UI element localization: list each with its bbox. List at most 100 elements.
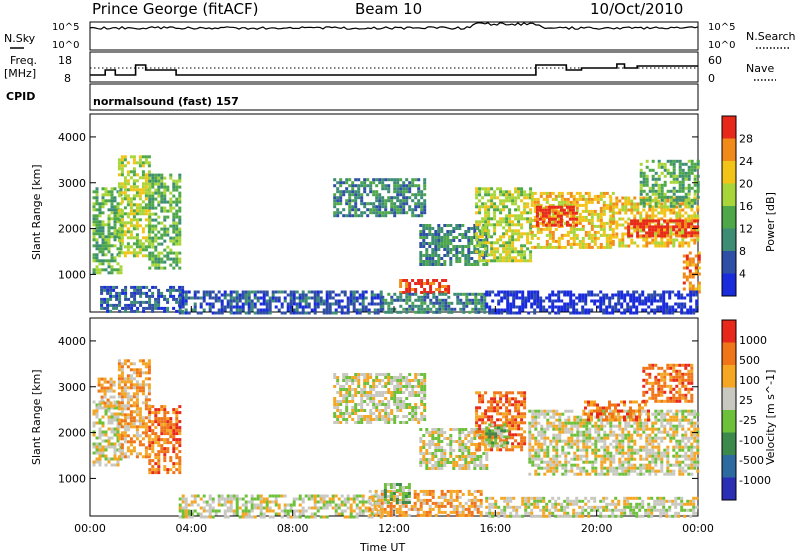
nave-tick-top: 60 (708, 54, 722, 67)
velocity-colorbar-swatch (722, 455, 736, 478)
velocity-y-tick-label: 1000 (58, 472, 86, 485)
power-colorbar-swatch (722, 183, 736, 206)
power-region (475, 187, 533, 263)
power-colorbar-label: Power [dB] (764, 192, 777, 252)
cpid-label: CPID (6, 90, 35, 103)
velocity-colorbar-tick-label: -500 (739, 454, 764, 467)
power-region (148, 173, 182, 270)
noise-tick-bottom-left: 10^0 (52, 40, 79, 51)
velocity-colorbar-swatch (722, 320, 736, 343)
velocity-region (148, 405, 182, 475)
velocity-region (383, 483, 411, 504)
freq-trace (90, 63, 698, 76)
power-region (419, 224, 489, 266)
velocity-region (475, 391, 527, 452)
power-y-tick-label: 2000 (58, 223, 86, 236)
noise-sky-trace (89, 22, 699, 30)
cpid-program: normalsound (fast) 157 (93, 95, 239, 108)
power-ylabel: Slant Range [km] (30, 164, 43, 260)
velocity-region (528, 409, 700, 476)
velocity-colorbar-swatch (722, 410, 736, 433)
power-colorbar-swatch (722, 273, 736, 296)
power-y-tick-label: 1000 (58, 268, 86, 281)
velocity-colorbar-frame (721, 319, 737, 501)
velocity-region (333, 373, 427, 424)
x-axis-label: Time UT (359, 541, 405, 554)
velocity-y-tick-label: 4000 (58, 335, 86, 348)
velocity-y-axis: 4000 3000 2000 1000 (58, 335, 698, 485)
velocity-region (642, 363, 694, 403)
velocity-region (584, 400, 650, 422)
velocity-colorbar-swatch (722, 365, 736, 388)
velocity-region (419, 428, 489, 470)
power-region (627, 219, 700, 238)
x-tick-label: 04:00 (175, 522, 207, 535)
x-tick-label: 00:00 (74, 522, 106, 535)
velocity-colorbar-swatch (722, 387, 736, 410)
power-colorbar-swatch (722, 251, 736, 274)
velocity-colorbar-tick-label: -25 (739, 414, 757, 427)
nave-tick-bottom: 0 (708, 72, 715, 85)
power-region (92, 187, 123, 275)
velocity-colorbar-tick-label: -100 (739, 434, 764, 447)
freq-tick-top: 18 (58, 54, 72, 67)
power-colorbar-tick-label: 8 (739, 245, 746, 258)
velocity-colorbar-tick-label: 100 (739, 374, 760, 387)
velocity-region (485, 496, 699, 518)
power-region (100, 285, 185, 313)
power-colorbar-swatch (722, 138, 736, 161)
power-region (178, 290, 383, 315)
velocity-colorbar-label: Velocity [m s^-1] (764, 370, 777, 465)
freq-panel-frame (89, 51, 699, 83)
velocity-region (97, 377, 116, 408)
power-region (333, 178, 427, 218)
velocity-colorbar-tick-label: 25 (739, 394, 753, 407)
velocity-y-tick-label: 3000 (58, 381, 86, 394)
power-region (530, 191, 615, 249)
noise-tick-top-left: 10^5 (52, 22, 79, 33)
x-tick-label: 12:00 (378, 522, 410, 535)
velocity-region (117, 359, 151, 459)
noise-panel-frame (89, 21, 699, 51)
power-colorbar-tick-label: 4 (739, 268, 746, 281)
velocity-region (485, 423, 510, 448)
freq-label-line2: [MHz] (4, 67, 36, 80)
cpid-panel-frame (89, 83, 699, 111)
velocity-ylabel: Slant Range [km] (30, 369, 43, 465)
power-y-axis: 4000 3000 2000 1000 (58, 131, 698, 281)
power-heatmap (92, 155, 701, 315)
velocity-colorbar-tick-label: 1000 (739, 334, 767, 347)
power-y-tick-label: 3000 (58, 177, 86, 190)
power-y-tick-label: 4000 (58, 131, 86, 144)
velocity-region (92, 400, 123, 467)
power-region (381, 292, 487, 314)
power-region (535, 205, 578, 227)
noise-search-label: N.Search (746, 30, 796, 43)
power-colorbar-swatch (722, 228, 736, 251)
velocity-colorbar-tick-label: -1000 (739, 474, 771, 487)
x-tick-label: 00:00 (682, 522, 714, 535)
power-colorbar-tick-label: 28 (739, 133, 753, 146)
noise-tick-bottom-right: 10^0 (708, 40, 735, 51)
noise-tick-top-right: 10^5 (708, 22, 735, 33)
x-tick-label: 08:00 (277, 522, 309, 535)
power-colorbar-tick-label: 24 (739, 155, 753, 168)
power-region (399, 279, 451, 294)
power-colorbar-swatch (722, 161, 736, 184)
power-colorbar-tick-label: 12 (739, 223, 753, 236)
beam-label: Beam 10 (355, 0, 422, 18)
velocity-colorbar-swatch (722, 342, 736, 365)
power-colorbar-tick-label: 20 (739, 178, 753, 191)
power-region (682, 251, 701, 294)
freq-tick-bottom: 8 (64, 72, 71, 85)
nave-label: Nave (746, 62, 774, 75)
station-title: Prince George (fitACF) (92, 0, 258, 18)
power-colorbar-swatch (722, 206, 736, 229)
noise-sky-label: N.Sky (4, 32, 36, 45)
power-colorbar-swatch (722, 116, 736, 139)
velocity-colorbar-swatch (722, 477, 736, 500)
date-label: 10/Oct/2010 (590, 0, 683, 18)
freq-label-line1: Freq. (10, 54, 37, 67)
velocity-y-tick-label: 2000 (58, 427, 86, 440)
time-x-axis: 00:00 04:00 08:00 12:00 16:00 20:00 00:00 (74, 306, 714, 535)
